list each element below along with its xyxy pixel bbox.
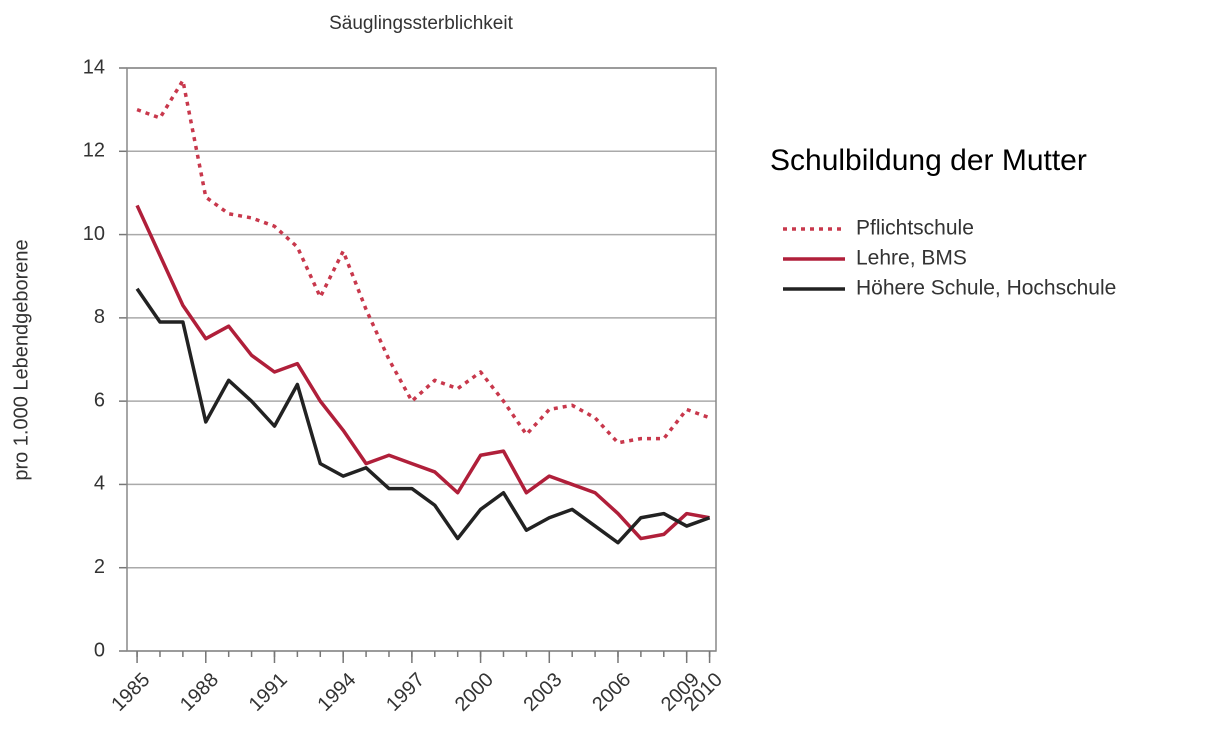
y-tick-label: 4 <box>94 473 105 495</box>
y-tick-label: 2 <box>94 556 105 578</box>
plot-frame <box>126 67 717 652</box>
series-line <box>135 287 711 545</box>
x-tick-label: 2006 <box>588 669 635 716</box>
y-tick-label: 6 <box>94 389 105 411</box>
x-tick-label: 1985 <box>107 669 154 716</box>
x-tick-label: 2003 <box>520 669 567 716</box>
y-tick-label: 0 <box>94 639 105 661</box>
series-line <box>136 78 711 445</box>
series-line <box>135 204 710 541</box>
legend-label: Pflichtschule <box>856 217 974 240</box>
legend-label: Lehre, BMS <box>856 247 967 270</box>
y-tick-label: 8 <box>94 306 105 328</box>
x-tick-label: 1988 <box>176 669 223 716</box>
legend-title: Schulbildung der Mutter <box>770 144 1087 177</box>
legend-label: Höhere Schule, Hochschule <box>856 277 1116 300</box>
x-tick-label: 1997 <box>382 669 429 716</box>
x-tick-label: 1991 <box>245 669 292 716</box>
y-tick-label: 10 <box>83 223 105 245</box>
x-tick-label: 1994 <box>313 669 360 716</box>
chart-title: Säuglingssterblichkeit <box>329 13 513 34</box>
y-tick-label: 14 <box>83 56 105 78</box>
y-axis-label: pro 1.000 Lebendgeborene <box>10 239 32 480</box>
x-tick-label: 2000 <box>451 669 498 716</box>
y-tick-label: 12 <box>83 140 105 162</box>
